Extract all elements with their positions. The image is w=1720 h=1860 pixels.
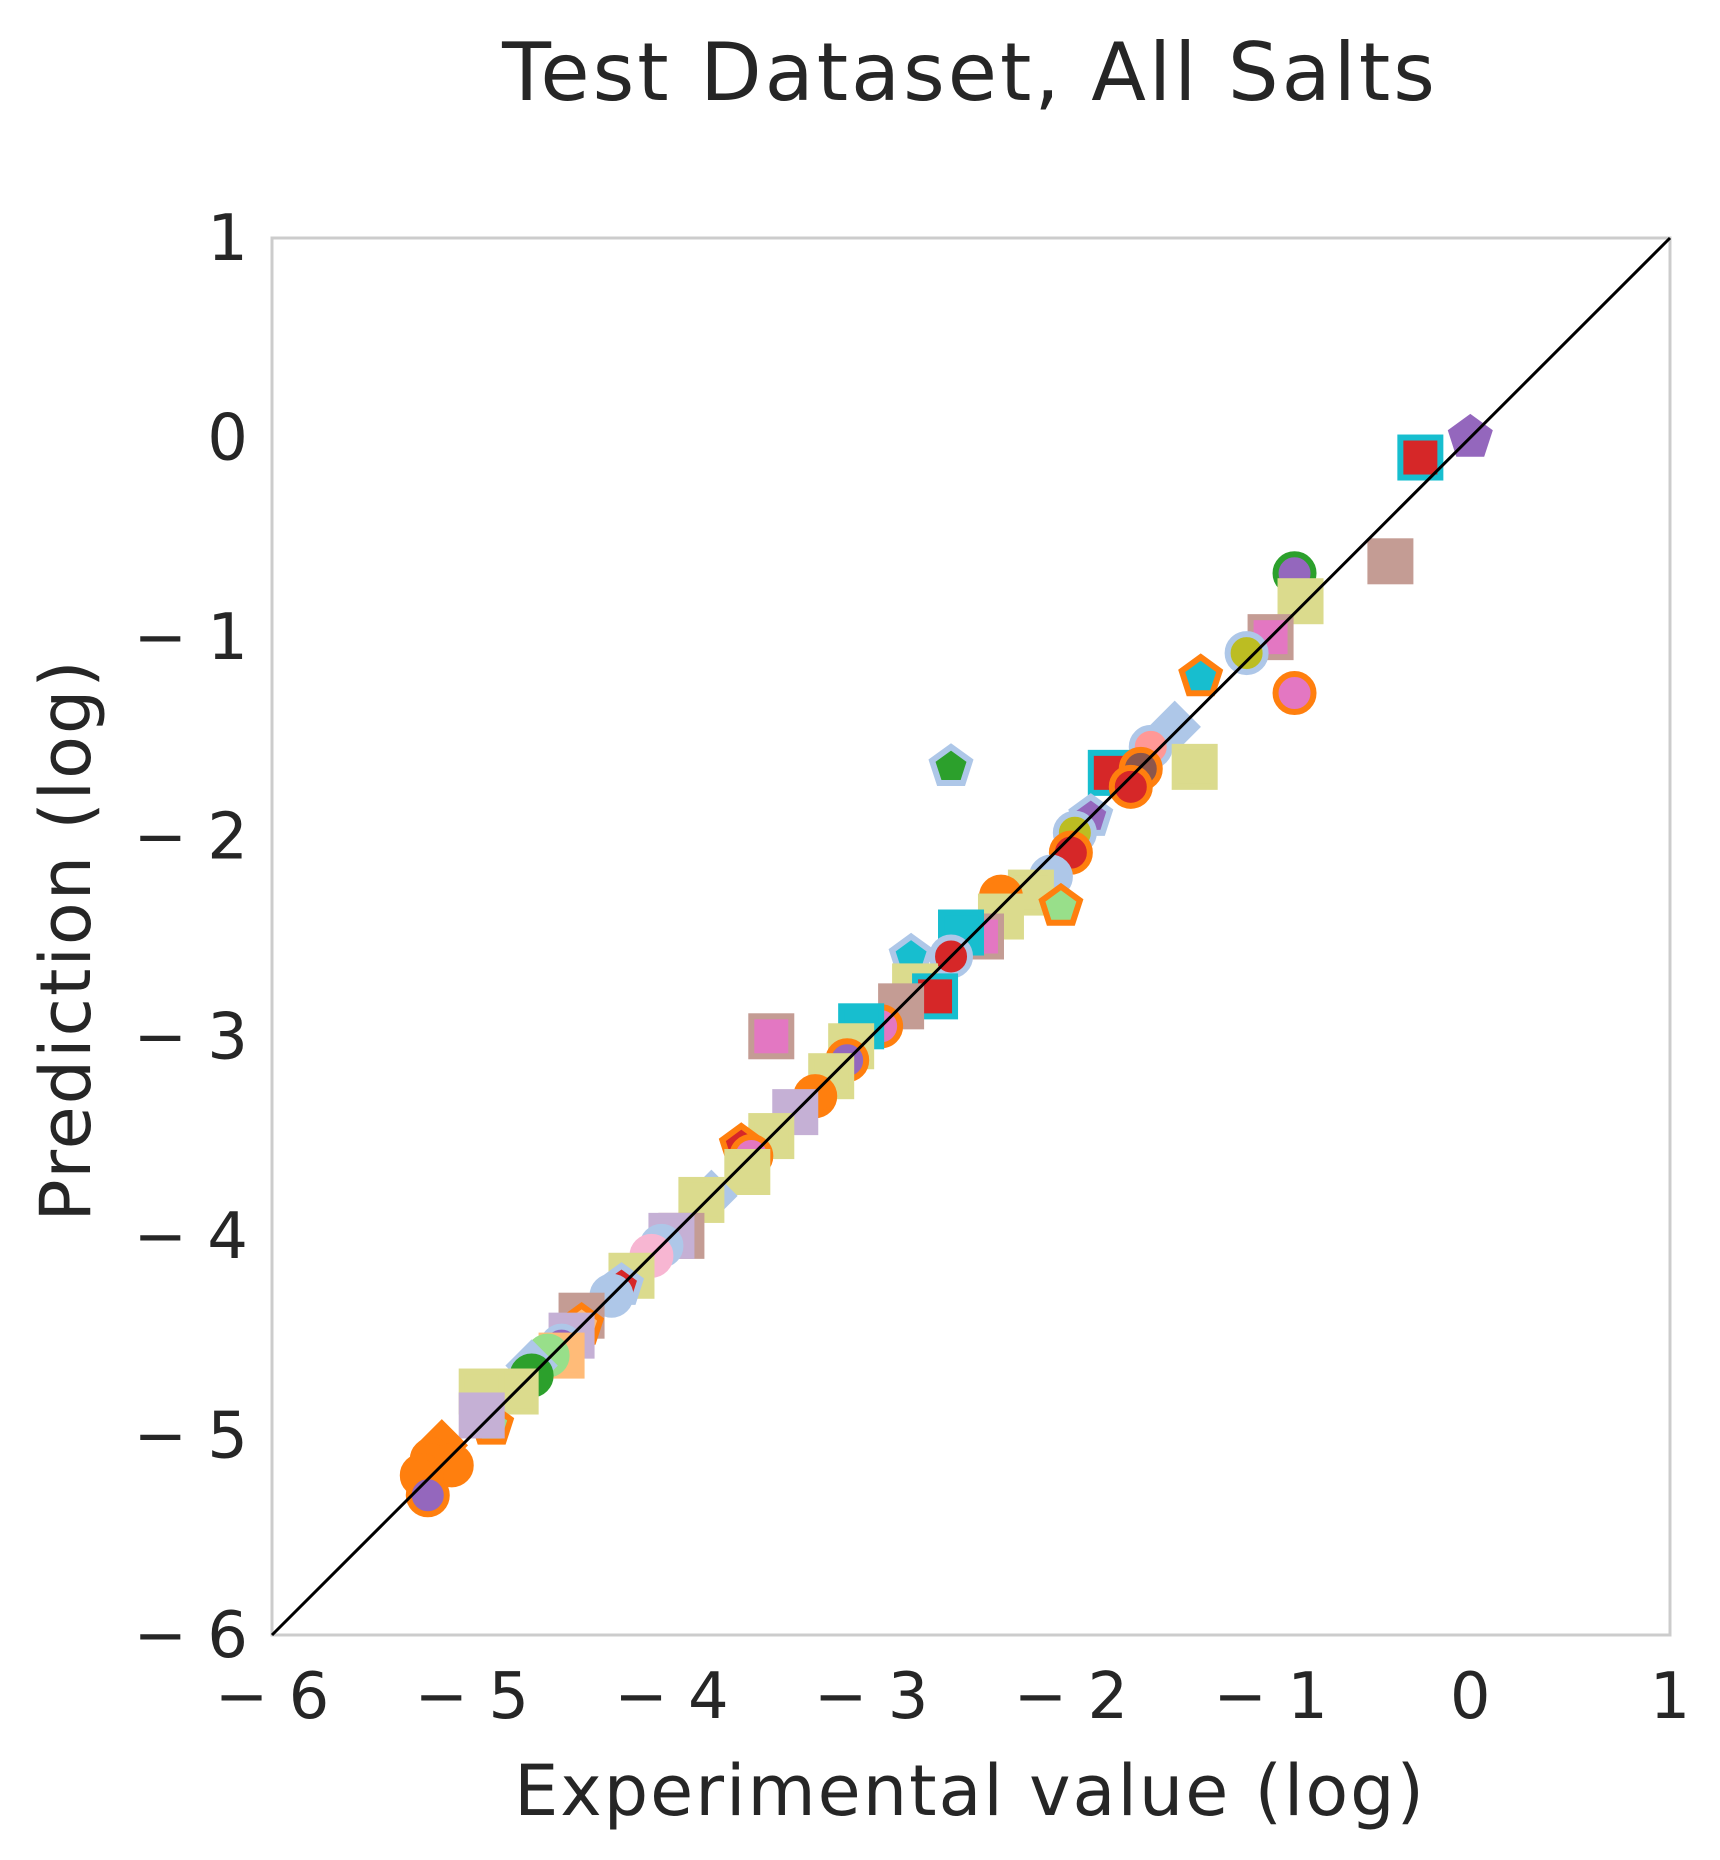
data-point: [1108, 764, 1153, 809]
y-tick-label: − 4: [133, 1200, 248, 1274]
y-tick-label: − 3: [133, 1000, 248, 1074]
data-point: [1397, 434, 1444, 481]
x-tick-label: − 1: [1213, 1660, 1328, 1734]
x-tick-labels: − 6 − 5 − 4 − 3 − 2 − 1 0 1: [215, 1660, 1691, 1734]
data-point: [748, 1013, 795, 1060]
y-axis-label: Prediction (log): [25, 658, 107, 1221]
identity-line: [270, 236, 1672, 1637]
data-point: [1178, 653, 1224, 697]
data-point: [458, 1392, 505, 1439]
data-point: [1171, 743, 1218, 790]
y-tick-label: − 6: [133, 1599, 248, 1673]
chart-title: Test Dataset, All Salts: [501, 26, 1438, 119]
y-tick-label: − 5: [133, 1399, 248, 1473]
y-tick-label: − 1: [133, 601, 248, 675]
x-tick-label: − 5: [414, 1660, 529, 1734]
y-tick-label: 0: [207, 402, 248, 476]
data-point: [1367, 538, 1414, 585]
y-tick-labels: − 6 − 5 − 4 − 3 − 2 − 1 0 1: [133, 202, 248, 1673]
data-point: [1224, 631, 1269, 676]
data-point: [1038, 882, 1084, 926]
x-axis-label: Experimental value (log): [514, 1750, 1426, 1832]
x-tick-label: − 6: [215, 1660, 330, 1734]
x-tick-label: 1: [1650, 1660, 1691, 1734]
y-tick-label: 1: [207, 202, 248, 276]
y-tick-label: − 2: [133, 801, 248, 875]
x-tick-label: − 3: [814, 1660, 929, 1734]
x-tick-label: 0: [1450, 1660, 1491, 1734]
data-point: [928, 743, 974, 786]
data-points: [399, 413, 1493, 1518]
x-tick-label: − 4: [614, 1660, 729, 1734]
data-point: [405, 1473, 450, 1518]
x-tick-label: − 2: [1014, 1660, 1129, 1734]
data-point: [1272, 671, 1317, 716]
